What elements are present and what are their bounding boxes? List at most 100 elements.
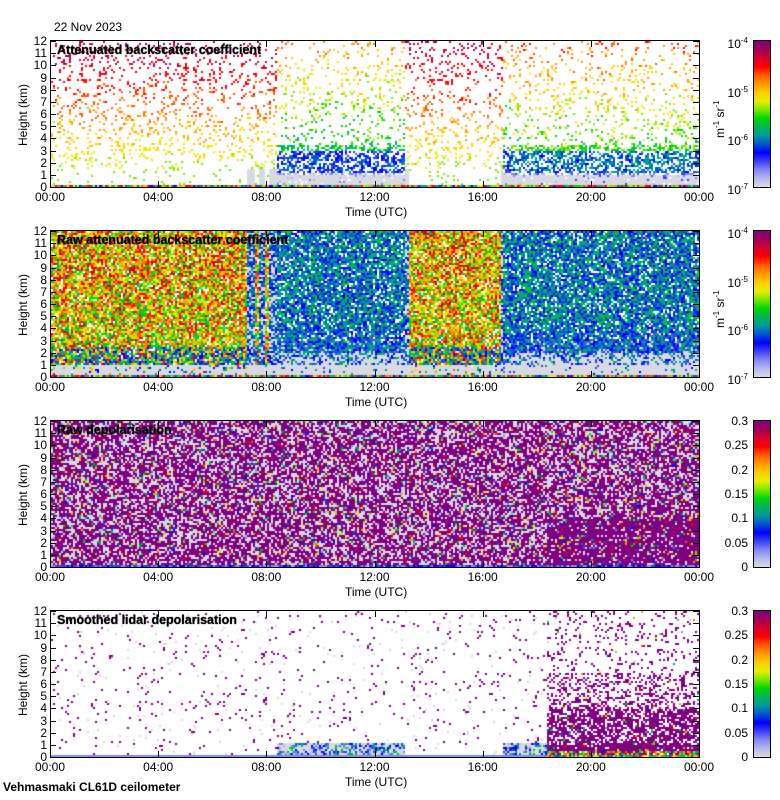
y-tick-mark: [50, 531, 56, 532]
x-tick-mark: [591, 371, 592, 377]
y-tick-mark: [50, 567, 56, 568]
y-tick-label: 0: [40, 560, 47, 574]
y-tick-label: 0: [40, 370, 47, 384]
x-tick-mark: [158, 561, 159, 567]
x-tick-label: 00:00: [34, 190, 66, 204]
y-tick-label: 4: [40, 321, 47, 336]
x-tick-label: 12:00: [359, 760, 390, 774]
y-tick-mark: [693, 433, 699, 434]
y-tick-mark: [693, 494, 699, 495]
y-tick-mark: [50, 187, 56, 188]
x-tick-mark: [483, 181, 484, 187]
y-tick-mark: [693, 175, 699, 176]
y-tick-label: 11: [34, 616, 47, 631]
y-tick-mark: [50, 316, 56, 317]
panel-title: Raw depolarisation: [57, 423, 172, 437]
y-tick-label: 6: [40, 107, 47, 121]
x-tick-mark: [375, 231, 376, 237]
y-tick-mark: [693, 65, 699, 66]
x-tick-mark: [50, 421, 51, 427]
y-tick-label: 2: [40, 345, 47, 360]
y-tick-mark: [50, 114, 56, 115]
x-tick-mark: [158, 751, 159, 757]
y-tick-mark: [50, 231, 56, 232]
y-tick-mark: [50, 163, 56, 164]
x-tick-mark: [699, 41, 700, 47]
tick-base: 10: [727, 183, 741, 197]
x-tick-label: 04:00: [143, 190, 174, 204]
heatmap-canvas: [51, 231, 699, 377]
heatmap-canvas: [51, 41, 699, 187]
x-tick-mark: [158, 41, 159, 47]
x-tick-label: 12:00: [359, 570, 390, 584]
colorbar-unit-label: m-1 sr-1: [712, 290, 727, 328]
y-tick-mark: [50, 555, 56, 556]
y-tick-mark: [50, 648, 56, 649]
x-tick-mark: [699, 181, 700, 187]
y-tick-mark: [693, 506, 699, 507]
y-tick-mark: [693, 421, 699, 422]
y-tick-mark: [50, 268, 56, 269]
y-tick-mark: [693, 555, 699, 556]
y-tick-mark: [50, 341, 56, 342]
y-tick-mark: [50, 623, 56, 624]
tick-exponent: -6: [740, 323, 748, 333]
x-tick-mark: [158, 371, 159, 377]
x-tick-mark: [591, 231, 592, 237]
y-tick-mark: [693, 543, 699, 544]
y-tick-mark: [693, 138, 699, 139]
tick-base: 10: [727, 37, 741, 51]
x-tick-mark: [375, 41, 376, 47]
x-tick-mark: [50, 611, 51, 617]
x-tick-label: 12:00: [359, 380, 390, 394]
y-tick-mark: [693, 280, 699, 281]
y-tick-label: 12: [33, 604, 47, 618]
y-tick-label: 7: [40, 474, 47, 489]
y-tick-label: 5: [40, 499, 47, 514]
x-tick-label: 20:00: [575, 190, 606, 204]
y-tick-mark: [50, 708, 56, 709]
y-tick-mark: [693, 341, 699, 342]
y-tick-label: 3: [40, 523, 47, 538]
y-tick-mark: [693, 733, 699, 734]
y-tick-mark: [693, 353, 699, 354]
y-tick-mark: [693, 102, 699, 103]
unit-exponent: -1: [712, 310, 721, 318]
y-tick-label: 6: [40, 487, 47, 501]
y-tick-mark: [693, 745, 699, 746]
y-tick-label: 9: [40, 640, 47, 655]
colorbar-tick-label: 0.3: [731, 414, 748, 428]
x-tick-label: 20:00: [575, 380, 606, 394]
y-axis-label: Height (km): [16, 273, 30, 336]
x-tick-mark: [483, 231, 484, 237]
colorbar-tick-label: 0.15: [724, 677, 748, 691]
y-tick-mark: [50, 482, 56, 483]
tick-base: 10: [727, 324, 741, 339]
y-tick-mark: [50, 518, 56, 519]
y-tick-mark: [693, 696, 699, 697]
unit-exponent: -1: [712, 100, 721, 108]
y-tick-mark: [50, 255, 56, 256]
y-tick-mark: [50, 243, 56, 244]
tick-exponent: -4: [740, 36, 748, 45]
tick-exponent: -6: [740, 133, 748, 143]
unit-base: m: [713, 318, 727, 328]
y-tick-mark: [693, 243, 699, 244]
x-tick-label: 04:00: [143, 760, 174, 774]
unit-base: m: [713, 128, 727, 138]
y-tick-mark: [50, 684, 56, 685]
x-tick-mark: [158, 231, 159, 237]
colorbar: [753, 610, 771, 758]
unit-exponent: -1: [712, 120, 721, 128]
y-tick-mark: [693, 684, 699, 685]
plot-panel-1: Attenuated backscatter coefficient: [50, 40, 700, 188]
y-tick-mark: [50, 660, 56, 661]
x-tick-label: 00:00: [683, 190, 715, 204]
colorbar-tick-label: 0.1: [731, 511, 748, 526]
x-tick-label: 00:00: [34, 570, 66, 584]
panel-title: Attenuated backscatter coefficient: [57, 43, 262, 57]
y-tick-label: 10: [33, 438, 47, 453]
y-tick-label: 2: [40, 155, 47, 170]
x-tick-mark: [266, 561, 267, 567]
y-axis-label: Height (km): [16, 653, 30, 716]
